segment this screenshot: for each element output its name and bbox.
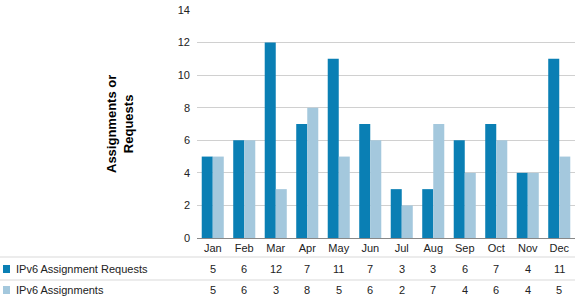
svg-text:3: 3	[273, 284, 279, 296]
svg-text:12: 12	[178, 36, 190, 48]
svg-text:3: 3	[430, 263, 436, 275]
svg-text:Jan: Jan	[204, 242, 222, 254]
svg-text:10: 10	[178, 69, 190, 81]
svg-text:7: 7	[493, 263, 499, 275]
svg-text:6: 6	[462, 263, 468, 275]
svg-text:Oct: Oct	[488, 242, 505, 254]
svg-text:7: 7	[367, 263, 373, 275]
svg-text:6: 6	[367, 284, 373, 296]
svg-text:Aug: Aug	[423, 242, 443, 254]
svg-text:5: 5	[336, 284, 342, 296]
svg-text:11: 11	[333, 263, 344, 275]
svg-text:Sep: Sep	[455, 242, 475, 254]
svg-text:7: 7	[430, 284, 436, 296]
svg-text:2: 2	[184, 199, 190, 211]
svg-text:Dec: Dec	[549, 242, 569, 254]
svg-text:11: 11	[554, 263, 565, 275]
svg-text:May: May	[328, 242, 349, 254]
svg-text:5: 5	[210, 263, 216, 275]
svg-text:7: 7	[304, 263, 310, 275]
svg-text:IPv6 Assignment Requests: IPv6 Assignment Requests	[16, 263, 148, 275]
svg-text:4: 4	[184, 167, 190, 179]
svg-text:Mar: Mar	[266, 242, 285, 254]
svg-text:5: 5	[210, 284, 216, 296]
svg-text:0: 0	[184, 232, 190, 244]
svg-text:Feb: Feb	[235, 242, 254, 254]
svg-text:4: 4	[525, 263, 531, 275]
svg-text:Jul: Jul	[395, 242, 409, 254]
svg-text:8: 8	[184, 102, 190, 114]
svg-text:4: 4	[525, 284, 531, 296]
svg-text:3: 3	[399, 263, 405, 275]
svg-text:Jun: Jun	[361, 242, 379, 254]
svg-text:14: 14	[178, 4, 190, 16]
svg-text:Assignments orRequests: Assignments orRequests	[104, 75, 136, 173]
svg-text:6: 6	[493, 284, 499, 296]
svg-text:4: 4	[462, 284, 468, 296]
svg-text:IPv6 Assignments: IPv6 Assignments	[16, 284, 104, 296]
svg-text:5: 5	[556, 284, 562, 296]
svg-text:6: 6	[241, 263, 247, 275]
svg-text:Apr: Apr	[299, 242, 316, 254]
svg-text:6: 6	[241, 284, 247, 296]
svg-text:8: 8	[304, 284, 310, 296]
svg-text:12: 12	[270, 263, 282, 275]
svg-text:2: 2	[399, 284, 405, 296]
svg-text:Nov: Nov	[518, 242, 538, 254]
svg-text:6: 6	[184, 134, 190, 146]
